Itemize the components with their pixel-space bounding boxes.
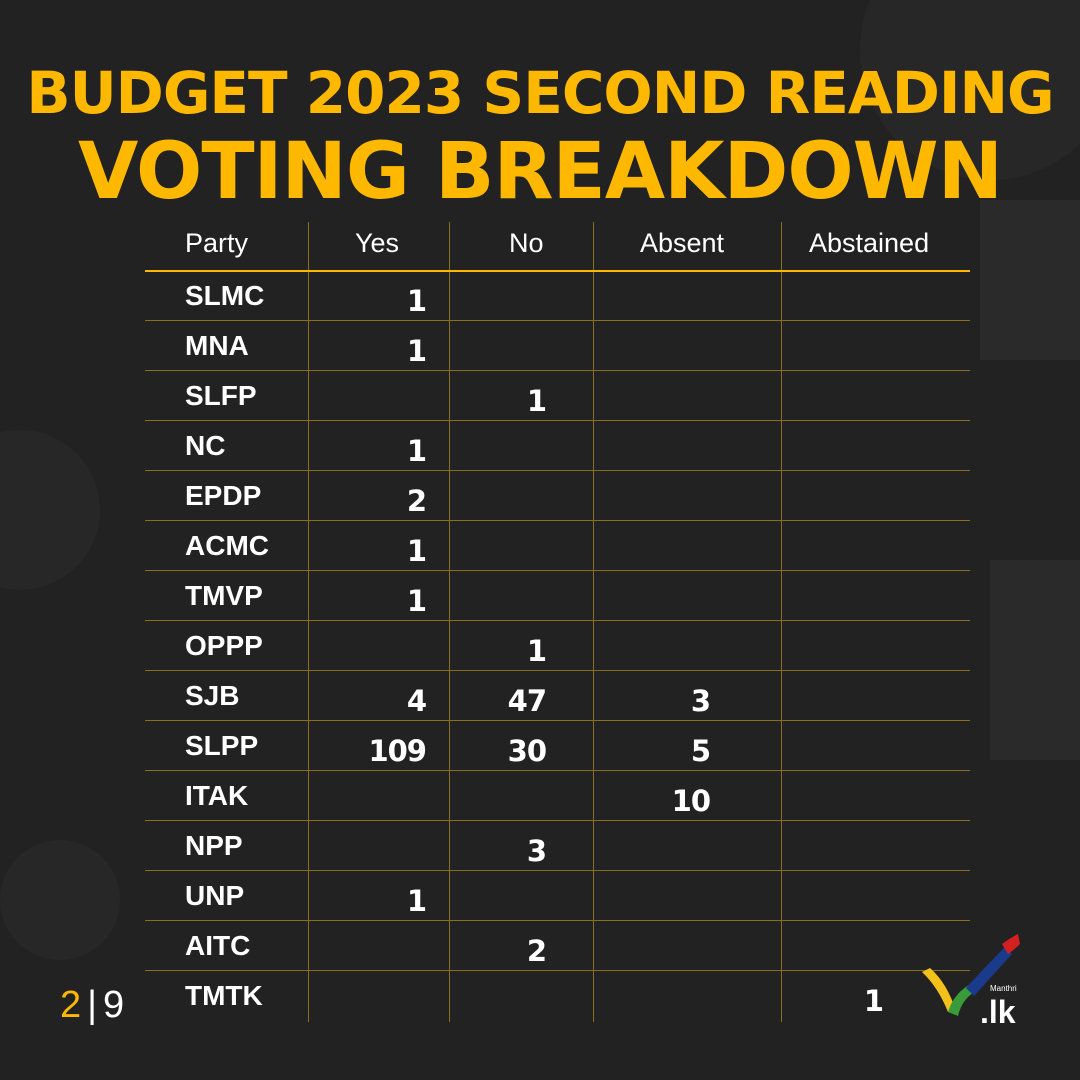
party-name: ITAK	[185, 780, 249, 811]
header-abstained: Abstained	[809, 228, 930, 258]
background-shape	[980, 200, 1080, 360]
yes-count: 1	[406, 284, 427, 318]
background-shape	[0, 430, 100, 590]
page-separator: |	[87, 984, 98, 1026]
no-count: 2	[526, 934, 547, 968]
no-count: 1	[526, 384, 547, 418]
column-divider	[593, 222, 594, 1022]
logo-check-yellow	[922, 968, 956, 1012]
table-row: OPPP 1	[145, 620, 970, 671]
table-row: TMVP 1	[145, 570, 970, 621]
no-count: 30	[507, 734, 547, 768]
absent-count: 10	[671, 784, 711, 818]
table-row: EPDP 2	[145, 470, 970, 521]
no-count: 1	[526, 634, 547, 668]
yes-count: 1	[406, 534, 427, 568]
manthri-logo-icon	[922, 934, 1020, 1016]
page-title-line1: BUDGET 2023 SECOND READING	[26, 59, 1054, 127]
table-row: ACMC 1	[145, 520, 970, 571]
column-divider	[781, 222, 782, 1022]
logo-check-red	[1002, 934, 1020, 954]
absent-count: 3	[690, 684, 711, 718]
current-page: 2	[60, 984, 82, 1026]
party-name: SLMC	[185, 280, 265, 311]
table-header: Party Yes No Absent Abstained	[145, 222, 970, 272]
party-name: NPP	[185, 830, 243, 861]
yes-count: 4	[406, 684, 427, 718]
header-party: Party	[185, 228, 249, 258]
voting-table: Party Yes No Absent Abstained SLMC 1 MNA…	[145, 222, 970, 1022]
party-name: OPPP	[185, 630, 263, 661]
party-name: MNA	[185, 330, 249, 361]
party-name: ACMC	[185, 530, 269, 561]
no-count: 47	[507, 684, 547, 718]
background-shape	[990, 560, 1080, 760]
table-row: TMTK 1	[145, 970, 970, 1020]
party-name: AITC	[185, 930, 251, 961]
table-row: SLFP 1	[145, 370, 970, 421]
table-row: NPP 3	[145, 820, 970, 871]
party-name: NC	[185, 430, 226, 461]
table-row: MNA 1	[145, 320, 970, 371]
yes-count: 1	[406, 584, 427, 618]
page-title-line2: VOTING BREAKDOWN	[78, 127, 1003, 217]
column-divider	[308, 222, 309, 1022]
table-row: SJB 4 47 3	[145, 670, 970, 721]
table-row: UNP 1	[145, 870, 970, 921]
background-shape	[0, 840, 120, 960]
yes-count: 109	[368, 734, 427, 768]
party-name: UNP	[185, 880, 245, 911]
table-row: AITC 2	[145, 920, 970, 971]
party-name: SLFP	[185, 380, 257, 411]
page-indicator: 2 | 9	[60, 984, 124, 1027]
party-name: SJB	[185, 680, 240, 711]
header-no: No	[509, 228, 544, 258]
party-name: EPDP	[185, 480, 262, 511]
party-name: TMTK	[185, 980, 263, 1011]
column-divider	[449, 222, 450, 1022]
party-name: TMVP	[185, 580, 263, 611]
total-pages: 9	[103, 984, 125, 1026]
logo-check-blue	[966, 946, 1012, 996]
no-count: 3	[526, 834, 547, 868]
logo-small-text: Manthri	[990, 984, 1017, 993]
table-row: SLMC 1	[145, 270, 970, 321]
absent-count: 5	[690, 734, 711, 768]
header-absent: Absent	[640, 228, 725, 258]
table-row: ITAK 10	[145, 770, 970, 821]
abstained-count: 1	[863, 984, 884, 1018]
yes-count: 2	[406, 484, 427, 518]
table-row: NC 1	[145, 420, 970, 471]
yes-count: 1	[406, 884, 427, 918]
yes-count: 1	[406, 434, 427, 468]
logo-text: .lk	[980, 994, 1016, 1030]
table-row: SLPP 109 30 5	[145, 720, 970, 771]
party-name: SLPP	[185, 730, 259, 761]
header-yes: Yes	[355, 228, 400, 258]
yes-count: 1	[406, 334, 427, 368]
